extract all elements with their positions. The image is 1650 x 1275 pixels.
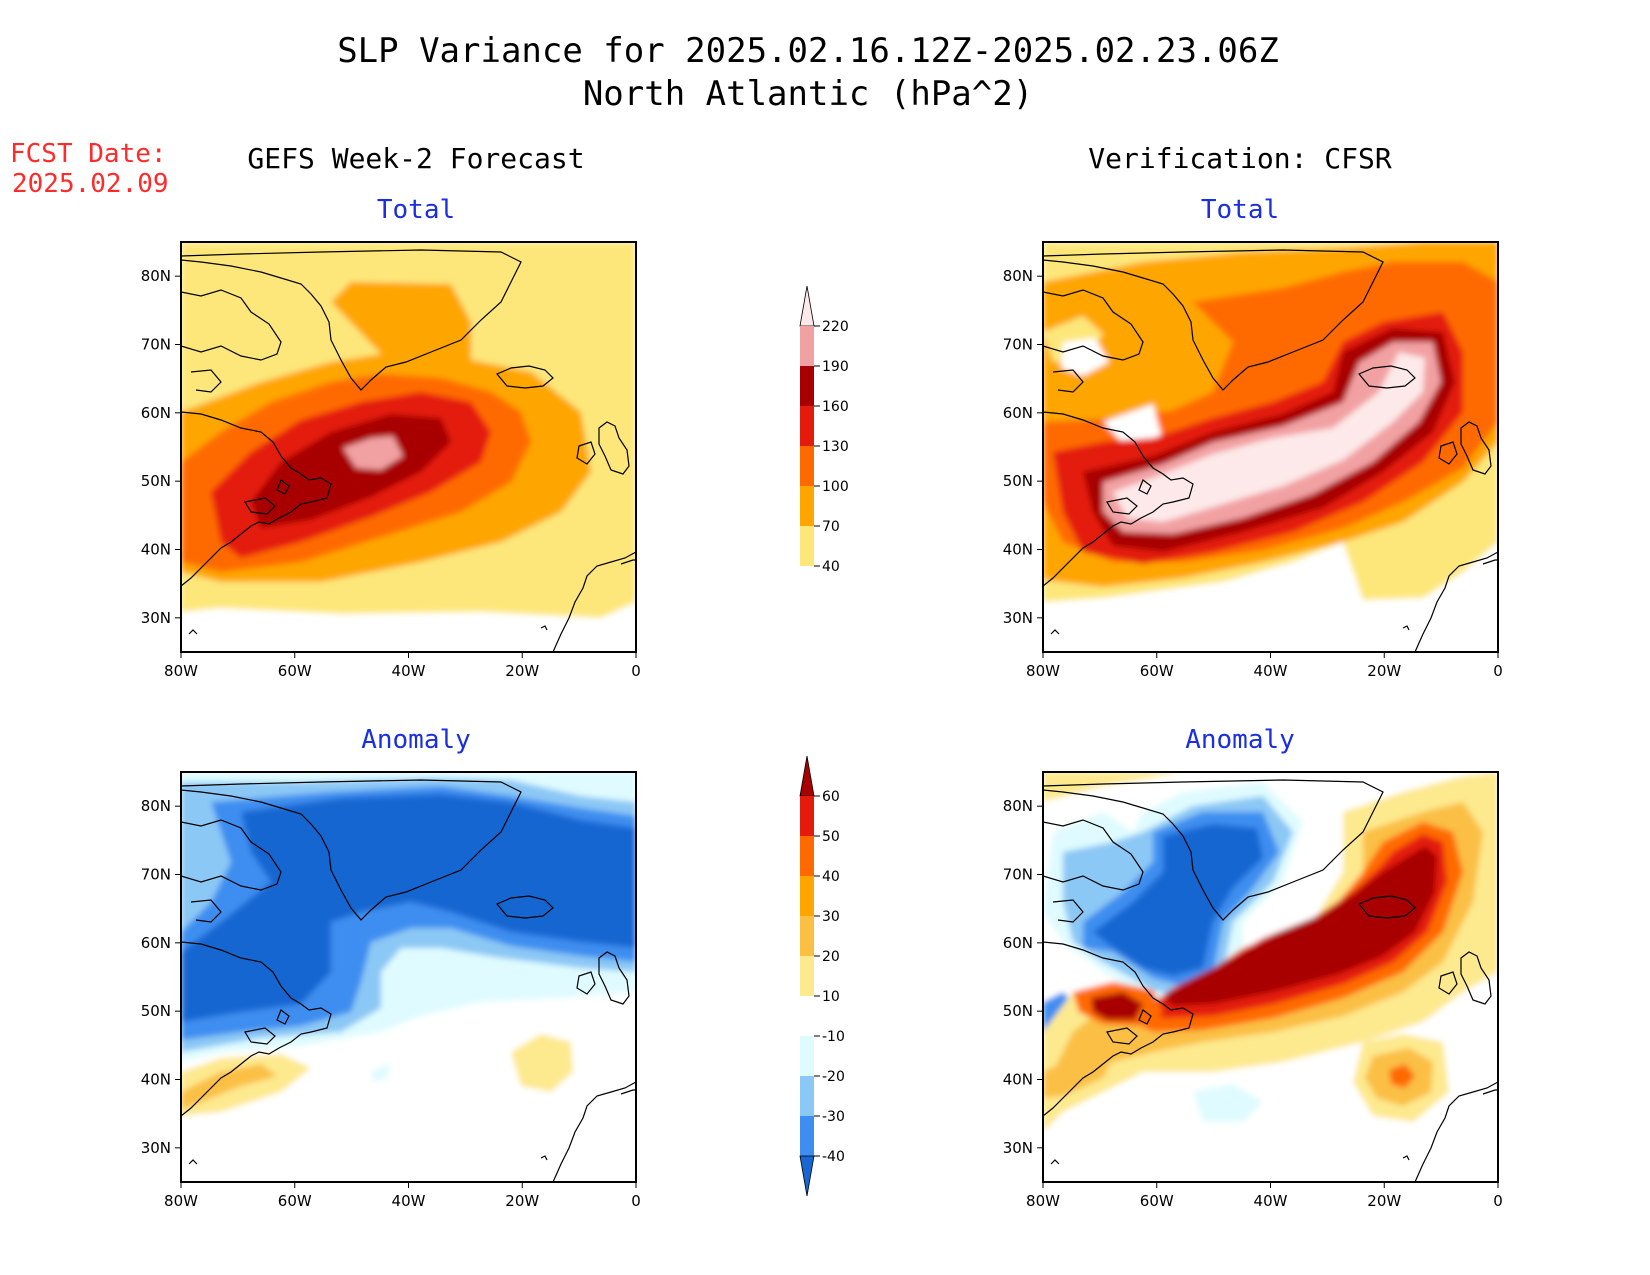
colorbar-segment: [800, 486, 814, 526]
lat-tick-label: 40N: [1003, 1071, 1033, 1089]
colorbar-label: 220: [822, 319, 849, 335]
colorbar-label: 190: [822, 359, 849, 375]
lat-tick-label: 30N: [1003, 609, 1033, 627]
colorbar-segment: [800, 366, 814, 406]
lat-tick-label: 60N: [1003, 934, 1033, 952]
lat-tick-label: 50N: [141, 1002, 171, 1020]
lon-tick-label: 60W: [278, 1192, 312, 1210]
lon-tick-label: 80W: [1026, 1192, 1060, 1210]
colorbar-segment: [800, 1116, 814, 1156]
colorbar-label: -30: [822, 1109, 845, 1125]
lat-tick-label: 80N: [141, 267, 171, 285]
total-colorbar: 220 190 160 130 100 70 40: [799, 285, 849, 575]
lat-tick-label: 60N: [1003, 404, 1033, 422]
lon-tick-label: 60W: [278, 662, 312, 680]
lat-tick-label: 50N: [1003, 472, 1033, 490]
forecast-date-value: 2025.02.09: [12, 169, 169, 199]
lon-tick-label: 0: [631, 1192, 641, 1210]
lat-tick-label: 80N: [1003, 267, 1033, 285]
lon-tick-label: 40W: [392, 1192, 426, 1210]
colorbar-label: 40: [822, 869, 840, 885]
colorbar-label: 40: [822, 559, 840, 575]
colorbar-label: 30: [822, 909, 840, 925]
lat-tick-label: 40N: [141, 1071, 171, 1089]
lat-tick-label: 30N: [1003, 1139, 1033, 1157]
lat-tick-label: 70N: [141, 336, 171, 354]
lat-tick-label: 70N: [1003, 336, 1033, 354]
colorbar-segment: [800, 1036, 814, 1076]
lon-tick-label: 20W: [505, 662, 539, 680]
colorbar-label: 100: [822, 479, 849, 495]
lon-tick-label: 0: [631, 662, 641, 680]
colorbar-label: 60: [822, 789, 840, 805]
colorbar-label: 50: [822, 829, 840, 845]
left-column-title: GEFS Week-2 Forecast: [247, 142, 584, 175]
colorbar-label: 20: [822, 949, 840, 965]
colorbar-segment: [800, 796, 814, 836]
anomaly-colorbar: 60 50 40 30 20 10 -10 -20 -30 -40: [799, 755, 845, 1197]
lon-tick-label: 80W: [1026, 662, 1060, 680]
lon-tick-label: 40W: [1254, 1192, 1288, 1210]
gefs-anomaly-subtitle: Anomaly: [361, 725, 471, 755]
lat-tick-label: 70N: [1003, 866, 1033, 884]
colorbar-segment: [800, 406, 814, 446]
colorbar-bottom-arrow: [799, 1155, 815, 1197]
gefs-total-map: [180, 241, 637, 653]
colorbar-label: -20: [822, 1069, 845, 1085]
figure-title-line2: North Atlantic (hPa^2): [583, 74, 1033, 114]
lat-tick-label: 50N: [141, 472, 171, 490]
axis-ticks: 80W 60W 40W 20W 0 80N 70N 60N 50N 40N 30N 80W 60W 40W…: [141, 267, 1503, 1210]
forecast-date-label: FCST Date:: [10, 139, 167, 169]
colorbar-label: 10: [822, 989, 840, 1005]
lon-tick-label: 80W: [164, 662, 198, 680]
lon-tick-label: 20W: [1367, 1192, 1401, 1210]
lon-tick-label: 80W: [164, 1192, 198, 1210]
colorbar-segment: [800, 1076, 814, 1116]
cfsr-total-subtitle: Total: [1201, 195, 1279, 225]
colorbar-label: -10: [822, 1029, 845, 1045]
colorbar-segment: [800, 956, 814, 996]
lat-tick-label: 80N: [141, 797, 171, 815]
lon-tick-label: 60W: [1140, 662, 1174, 680]
colorbar-segment: [800, 996, 814, 1036]
lon-tick-label: 0: [1493, 662, 1503, 680]
gefs-total-subtitle: Total: [377, 195, 455, 225]
lat-tick-label: 40N: [1003, 541, 1033, 559]
colorbar-segment: [800, 326, 814, 366]
gefs-anomaly-map: [180, 771, 637, 1183]
lon-tick-label: 20W: [1367, 662, 1401, 680]
lon-tick-label: 40W: [1254, 662, 1288, 680]
lon-tick-label: 0: [1493, 1192, 1503, 1210]
colorbar-segment: [800, 836, 814, 876]
colorbar-segment: [800, 446, 814, 486]
lat-tick-label: 80N: [1003, 797, 1033, 815]
right-column-title: Verification: CFSR: [1088, 142, 1392, 175]
lat-tick-label: 30N: [141, 1139, 171, 1157]
lat-tick-label: 50N: [1003, 1002, 1033, 1020]
lat-tick-label: 40N: [141, 541, 171, 559]
colorbar-label: 160: [822, 399, 849, 415]
colorbar-label: 130: [822, 439, 849, 455]
figure-title-line1: SLP Variance for 2025.02.16.12Z-2025.02.…: [337, 31, 1279, 71]
cfsr-anomaly-subtitle: Anomaly: [1185, 725, 1295, 755]
lat-tick-label: 30N: [141, 609, 171, 627]
lon-tick-label: 60W: [1140, 1192, 1174, 1210]
lat-tick-label: 60N: [141, 404, 171, 422]
colorbar-segment: [800, 916, 814, 956]
lat-tick-label: 70N: [141, 866, 171, 884]
lon-tick-label: 20W: [505, 1192, 539, 1210]
colorbar-label: 70: [822, 519, 840, 535]
colorbar-top-arrow: [799, 755, 815, 797]
lon-tick-label: 40W: [392, 662, 426, 680]
colorbar-segment: [800, 876, 814, 916]
cfsr-total-map: [1042, 241, 1499, 653]
cfsr-anomaly-map: [1042, 771, 1499, 1183]
colorbar-top-arrow: [799, 285, 815, 327]
colorbar-segment: [800, 526, 814, 566]
colorbar-label: -40: [822, 1149, 845, 1165]
lat-tick-label: 60N: [141, 934, 171, 952]
